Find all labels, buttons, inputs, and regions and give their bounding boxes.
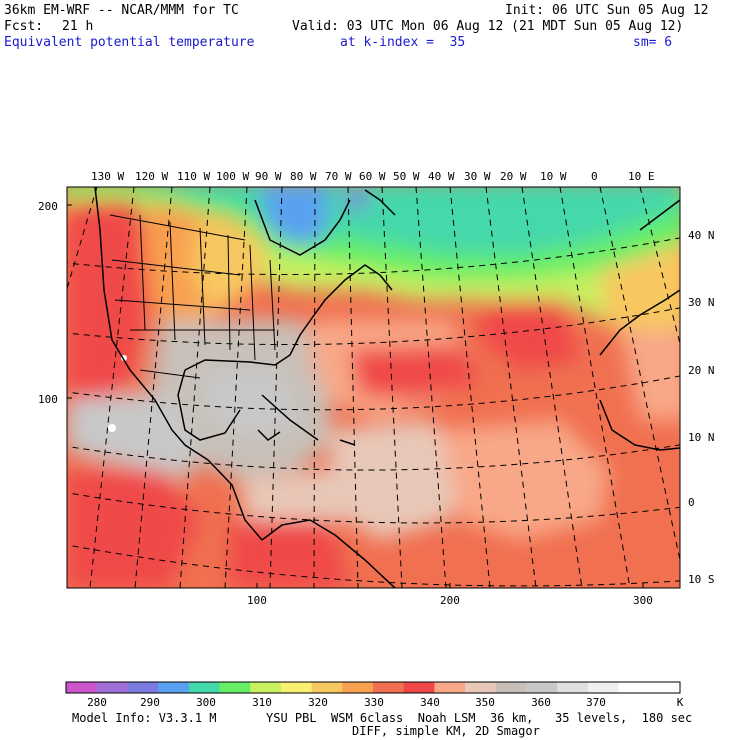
colorbar-label: 310 — [252, 696, 272, 709]
lon-label: 0 — [591, 170, 598, 183]
colorbar-swatch — [66, 682, 97, 693]
lat-label: 40 N — [688, 229, 715, 242]
colorbar — [65, 681, 681, 694]
physics-info: YSU PBL WSM 6class Noah LSM 36 km, 35 le… — [266, 711, 693, 725]
colorbar-swatch — [526, 682, 558, 693]
model-info: Model Info: V3.3.1 M — [72, 711, 217, 725]
colorbar-swatch — [342, 682, 374, 693]
colorbar-label: 330 — [364, 696, 384, 709]
field-name: Equivalent potential temperature — [4, 35, 255, 50]
lat-label: 0 — [688, 496, 695, 509]
colorbar-unit: K — [676, 696, 684, 709]
colorbar-swatch — [649, 682, 681, 693]
grid-index-labels: 200 100 100 200 300 — [38, 200, 653, 607]
longitude-labels: 130 W 120 W 110 W 100 W 90 W 80 W 70 W 6… — [91, 170, 655, 183]
colorbar-swatch — [618, 682, 650, 693]
colorbar-swatch — [587, 682, 619, 693]
equivalent-potential-temperature-field — [67, 187, 680, 588]
colorbar-swatch — [495, 682, 527, 693]
forecast-hour: 21 h — [62, 19, 94, 34]
lon-label: 40 W — [428, 170, 455, 183]
colorbar-swatch — [188, 682, 220, 693]
lon-label: 90 W — [255, 170, 282, 183]
lon-label: 130 W — [91, 170, 124, 183]
lat-label: 10 S — [688, 573, 715, 586]
lat-label: 10 N — [688, 431, 715, 444]
smoothing: sm= 6 — [633, 35, 673, 50]
colorbar-label: 370 — [586, 696, 606, 709]
lon-label: 10 E — [628, 170, 655, 183]
init-time: Init: 06 UTC Sun 05 Aug 12 — [505, 3, 709, 18]
colorbar-swatch — [465, 682, 497, 693]
colorbar-swatch — [434, 682, 466, 693]
lat-label: 20 N — [688, 364, 715, 377]
lon-label: 80 W — [290, 170, 317, 183]
colorbar-swatch — [403, 682, 435, 693]
colorbar-swatch — [280, 682, 312, 693]
diffusion-info: DIFF, simple KM, 2D Smagor — [352, 724, 540, 738]
lat-label: 30 N — [688, 296, 715, 309]
lon-label: 50 W — [393, 170, 420, 183]
lat-lon-grid — [67, 187, 680, 588]
x-index-label: 100 — [247, 594, 267, 607]
colorbar-swatch — [219, 682, 251, 693]
lon-label: 30 W — [464, 170, 491, 183]
colorbar-swatch — [373, 682, 404, 693]
lon-label: 20 W — [500, 170, 527, 183]
colorbar-label: 290 — [140, 696, 160, 709]
y-index-label: 200 — [38, 200, 58, 213]
colorbar-label: 350 — [475, 696, 495, 709]
level-index: at k-index = 35 — [340, 35, 466, 50]
x-index-label: 200 — [440, 594, 460, 607]
map-frame — [66, 186, 681, 589]
lon-label: 60 W — [359, 170, 386, 183]
colorbar-swatch — [158, 682, 190, 693]
lon-label: 10 W — [540, 170, 567, 183]
political-boundaries — [109, 214, 276, 379]
colorbar-swatch — [557, 682, 589, 693]
lon-label: 120 W — [135, 170, 168, 183]
colorbar-label: 360 — [531, 696, 551, 709]
latitude-labels: 40 N 30 N 20 N 10 N 0 10 S — [688, 229, 715, 586]
lon-label: 100 W — [216, 170, 249, 183]
y-index-label: 100 — [38, 393, 58, 406]
model-title: 36km EM-WRF -- NCAR/MMM for TC — [4, 3, 239, 18]
colorbar-swatch — [311, 682, 343, 693]
colorbar-swatch — [127, 682, 159, 693]
lon-label: 70 W — [325, 170, 352, 183]
colorbar-label: 340 — [420, 696, 440, 709]
colorbar-label: 300 — [196, 696, 216, 709]
axis-ticks — [67, 204, 644, 588]
x-index-label: 300 — [633, 594, 653, 607]
colorbar-label: 320 — [308, 696, 328, 709]
colorbar-swatch — [250, 682, 282, 693]
colorbar-swatch — [96, 682, 128, 693]
colorbar-frame — [65, 681, 681, 694]
valid-time: Valid: 03 UTC Mon 06 Aug 12 (21 MDT Sun … — [292, 19, 684, 34]
coastlines — [94, 187, 680, 588]
forecast-label: Fcst: — [4, 19, 44, 34]
lon-label: 110 W — [177, 170, 210, 183]
colorbar-label: 280 — [87, 696, 107, 709]
